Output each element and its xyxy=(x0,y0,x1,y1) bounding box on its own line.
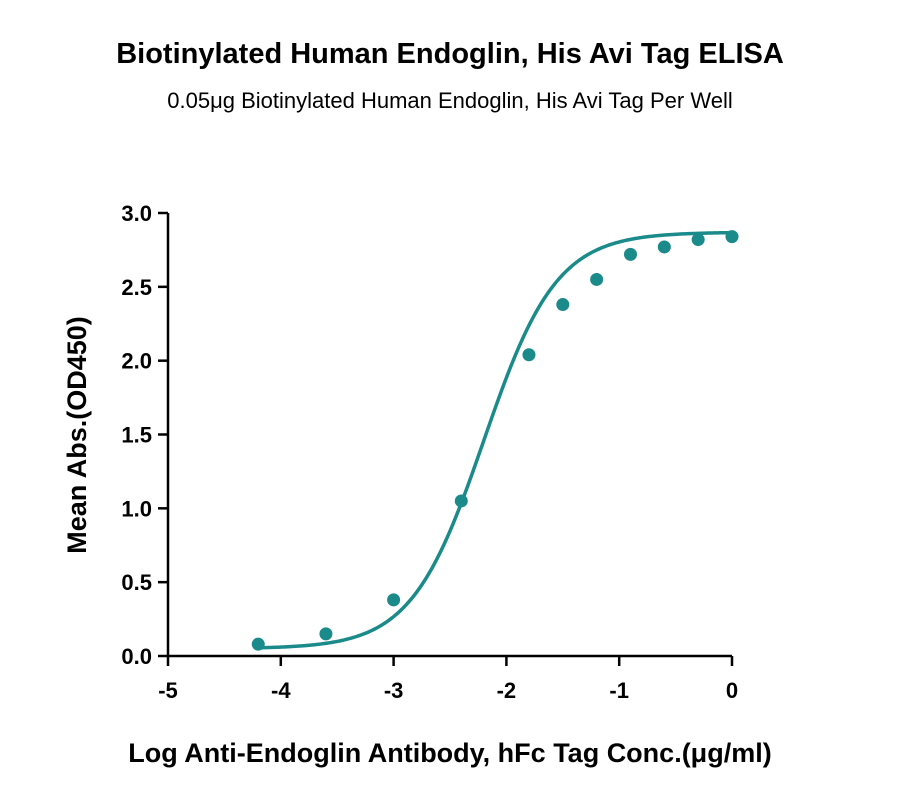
chart-subtitle: 0.05μg Biotinylated Human Endoglin, His … xyxy=(167,88,733,113)
axes: 0.0 0.5 1.0 1.5 2.0 2.5 3.0 -5 -4 -3 -2 -1 0 xyxy=(121,201,738,703)
y-tick-label: 2.0 xyxy=(121,349,152,374)
data-point xyxy=(454,494,468,508)
x-tick-label: 0 xyxy=(726,678,738,703)
data-point xyxy=(590,272,604,286)
y-tick-label: 1.5 xyxy=(121,423,152,448)
y-axis-label: Mean Abs.(OD450) xyxy=(62,316,92,554)
x-tick-label: -5 xyxy=(158,678,178,703)
data-point xyxy=(623,247,637,261)
x-axis-label: Log Anti-Endoglin Antibody, hFc Tag Conc… xyxy=(128,738,771,768)
data-point xyxy=(556,298,570,312)
data-points xyxy=(251,230,739,651)
data-point xyxy=(387,593,401,607)
y-tick-label: 1.0 xyxy=(121,496,152,521)
data-point xyxy=(251,637,265,651)
y-tick-label: 3.0 xyxy=(121,201,152,226)
x-tick-label: -4 xyxy=(271,678,291,703)
data-point xyxy=(319,627,333,641)
data-point xyxy=(725,230,739,244)
fit-curve xyxy=(258,230,733,650)
x-tick-label: -3 xyxy=(384,678,404,703)
data-point xyxy=(657,240,671,254)
y-tick-label: 2.5 xyxy=(121,275,152,300)
x-tick-label: -2 xyxy=(497,678,517,703)
chart-title: Biotinylated Human Endoglin, His Avi Tag… xyxy=(116,38,784,70)
data-point xyxy=(522,348,536,362)
x-tick-label: -1 xyxy=(609,678,629,703)
y-tick-label: 0.5 xyxy=(121,570,152,595)
y-tick-label: 0.0 xyxy=(121,644,152,669)
data-point xyxy=(691,233,705,247)
